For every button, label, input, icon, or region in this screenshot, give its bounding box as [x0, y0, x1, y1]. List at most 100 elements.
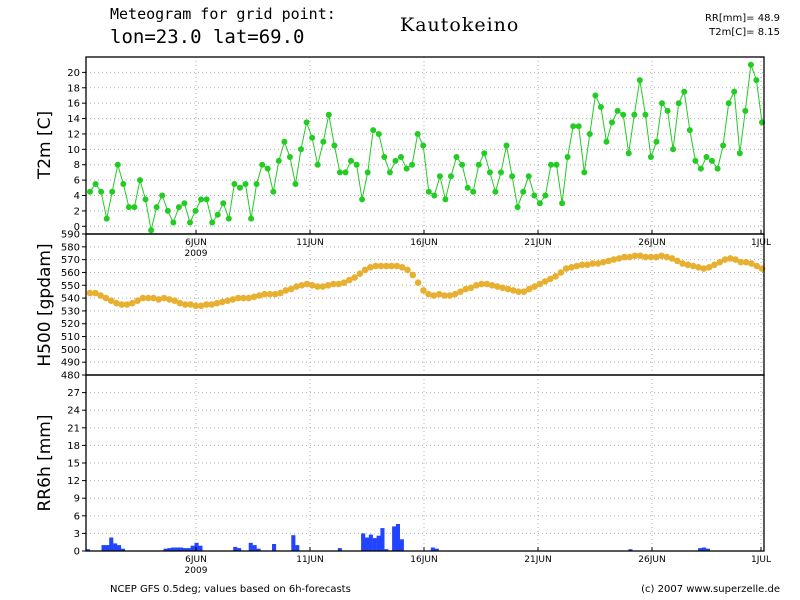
geopotential-point [615, 255, 623, 262]
temperature-point [664, 107, 671, 114]
precipitation-bar [186, 548, 191, 551]
geopotential-point [605, 257, 612, 265]
geopotential-point [208, 301, 215, 308]
precipitation-bar [705, 548, 710, 551]
precipitation-bar [175, 547, 180, 551]
temperature-point [120, 181, 127, 187]
precipitation-bar [399, 539, 404, 551]
precipitation-bar [105, 545, 110, 551]
geopotential-point [340, 279, 348, 287]
y-tick-label: 8 [74, 160, 80, 171]
temperature-point [137, 177, 143, 184]
geopotential-point [398, 264, 406, 271]
temperature-point [109, 188, 116, 195]
y-tick-label: 12 [67, 476, 80, 487]
y-tick-label: 6 [74, 176, 80, 187]
geopotential-point [150, 294, 157, 302]
geopotential-point [689, 262, 697, 270]
geopotential-point [435, 290, 443, 298]
y-tick-label: 18 [67, 441, 80, 452]
temperature-point [420, 142, 427, 149]
geopotential-point [552, 273, 559, 280]
temperature-point [692, 157, 699, 164]
temperature-point [492, 188, 499, 195]
y-tick-label: 510 [61, 332, 80, 343]
temperature-point [564, 154, 571, 160]
temperature-point [142, 196, 149, 203]
geopotential-point [155, 296, 163, 303]
y-tick-label: 540 [61, 294, 80, 305]
panel-frame [85, 374, 765, 552]
geopotential-point [377, 262, 385, 270]
temperature-point [175, 204, 182, 211]
precipitation-bar [434, 548, 439, 551]
geopotential-point [367, 264, 374, 271]
geopotential-point [245, 294, 252, 302]
y-tick-label: 580 [61, 242, 80, 253]
temperature-point [375, 131, 382, 137]
temperature-point [203, 196, 210, 203]
geopotential-point [430, 292, 438, 299]
temperature-point [747, 61, 754, 68]
temperature-point [542, 192, 549, 199]
temperature-point [242, 181, 249, 187]
geopotential-point [547, 275, 554, 283]
geopotential-point [562, 265, 570, 272]
y-tick-label: 590 [61, 230, 80, 241]
temperature-point [753, 77, 760, 84]
geopotential-point [525, 285, 533, 293]
geopotential-point [330, 280, 337, 288]
temperature-point [231, 181, 238, 187]
temperature-point [286, 154, 293, 160]
geopotential-point [520, 288, 528, 296]
geopotential-point [478, 280, 485, 288]
geopotential-point [308, 282, 316, 289]
temperature-point [464, 184, 471, 191]
temperature-point [370, 127, 377, 134]
y-tick-label: 500 [61, 345, 80, 356]
geopotential-point [494, 283, 501, 290]
geopotential-point [700, 265, 708, 272]
geopotential-point [271, 290, 279, 298]
geopotential-point [631, 252, 639, 260]
temperature-point [470, 188, 477, 195]
temperature-point [503, 142, 510, 149]
temperature-point [220, 200, 227, 207]
geopotential-point [695, 264, 702, 271]
precipitation-total: RR[mm]= 48.9 [704, 13, 780, 24]
geopotential-point [594, 260, 602, 267]
x-tick-label: 16JUN [410, 555, 437, 565]
precipitation-bar [182, 548, 187, 551]
temperature-point [214, 211, 221, 218]
geopotential-point [181, 301, 189, 308]
temperature-point [609, 119, 615, 126]
geopotential-point [107, 297, 115, 305]
geopotential-point [441, 292, 448, 299]
temperature-point [720, 142, 727, 149]
x-tick-label: 11JUN [296, 555, 323, 565]
temperature-point [625, 150, 632, 157]
geopotential-point [118, 301, 125, 308]
y-tick-label: 20 [67, 68, 80, 79]
geopotential-point [287, 285, 295, 293]
temperature-point [714, 165, 721, 172]
y-tick-label: 12 [67, 129, 80, 140]
geopotential-point [335, 280, 343, 288]
y-tick-label: 21 [67, 423, 80, 434]
temperature-point [164, 207, 171, 214]
precipitation-bar [113, 543, 118, 551]
y-tick-label: 520 [61, 319, 80, 330]
temperature-point [325, 111, 332, 118]
temperature-point [548, 161, 554, 168]
temperature-point [103, 215, 110, 222]
precipitation-bar [167, 548, 172, 551]
temperature-point [631, 111, 638, 118]
temperature-point [92, 181, 99, 187]
place-name: Kautokeino [400, 14, 520, 36]
temperature-point [264, 165, 271, 172]
geopotential-point [192, 302, 200, 310]
temperature-point [659, 100, 665, 107]
temperature-point [209, 219, 216, 226]
precipitation-bar [337, 548, 342, 551]
temperature-point [170, 219, 177, 226]
